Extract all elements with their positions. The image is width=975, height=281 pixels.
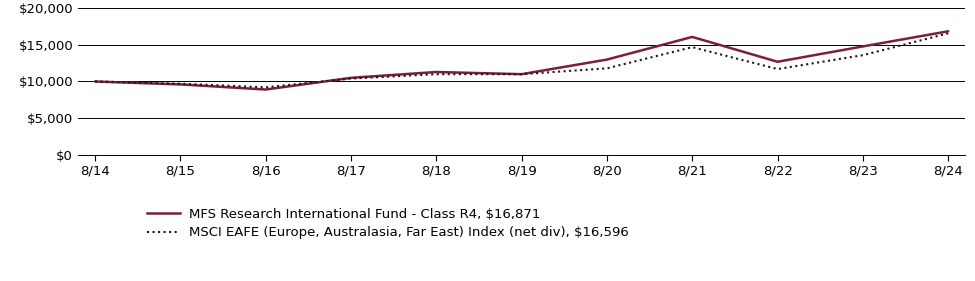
Legend: MFS Research International Fund - Class R4, $16,871, MSCI EAFE (Europe, Australa: MFS Research International Fund - Class …: [146, 208, 629, 239]
